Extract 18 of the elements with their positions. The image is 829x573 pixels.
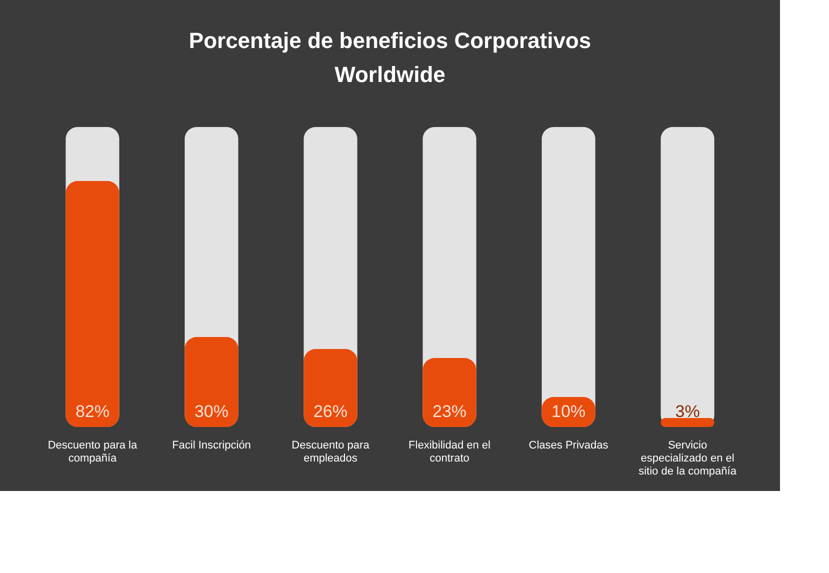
bar <box>422 358 476 427</box>
x-tick-label: Descuento para la compañía <box>48 440 138 464</box>
text: Porcentaje de beneficios Corporativos <box>188 28 592 53</box>
data-label: 26% <box>313 402 348 421</box>
data-label: 10% <box>551 402 586 421</box>
bar <box>304 349 358 427</box>
x-tick-label: Servicio especializado en el sitio de la compañía <box>638 440 738 478</box>
x-tick-label: Facil Inscripción <box>172 440 251 452</box>
x-tick-label: Descuento para empleados <box>292 440 370 464</box>
data-label: 30% <box>194 402 229 421</box>
data-label: 3% <box>675 402 700 421</box>
data-label: 82% <box>75 402 110 421</box>
data-label: 23% <box>432 402 467 421</box>
x-tick-label: Flexibilidad en el contrato <box>408 440 490 464</box>
bar <box>660 418 714 427</box>
bar <box>184 337 238 427</box>
text: Worldwide <box>334 62 446 87</box>
x-tick-label: Clases Privadas <box>528 440 609 452</box>
